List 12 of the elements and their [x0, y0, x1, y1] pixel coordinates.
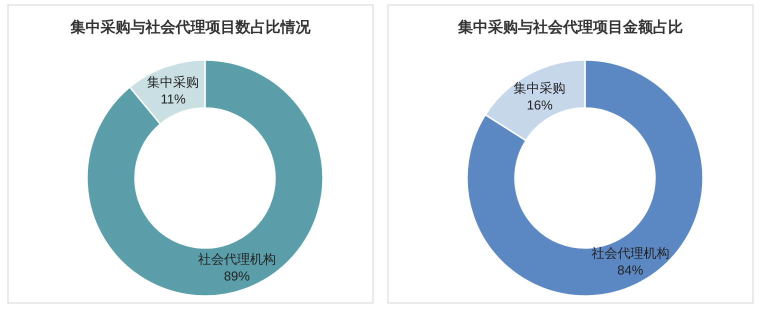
slice-label: 社会代理机构	[591, 245, 670, 260]
data-label: 89%	[224, 268, 250, 284]
slice-label: 集中采购	[147, 74, 200, 90]
chart-title: 集中采购与社会代理项目金额占比	[457, 18, 683, 36]
data-label: 11%	[160, 92, 186, 107]
donut-slice	[466, 59, 704, 297]
data-label: 84%	[617, 262, 644, 278]
slice-label: 集中采购	[514, 80, 566, 96]
data-label: 16%	[526, 98, 554, 113]
donut-slice	[86, 59, 324, 297]
slice-label: 社会代理机构	[198, 251, 276, 266]
chart-title: 集中采购与社会代理项目数占比情况	[70, 19, 312, 36]
